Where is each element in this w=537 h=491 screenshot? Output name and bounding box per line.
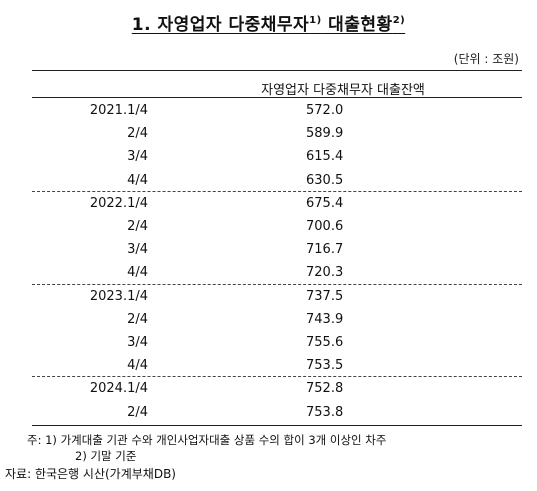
- unit-label: (단위 : 조원): [453, 52, 519, 66]
- group-separator: [32, 283, 522, 285]
- period-cell: 3/4: [127, 149, 148, 165]
- value-cell: 615.4: [306, 149, 344, 165]
- table-row: 2/4 743.9: [0, 308, 537, 331]
- title-main: 1. 자영업자 다중채무자: [131, 15, 310, 35]
- period-cell: 4/4: [127, 172, 148, 188]
- period-cell: 2/4: [127, 404, 148, 420]
- period-cell: 4/4: [127, 358, 148, 374]
- header-bottom-rule: [32, 97, 522, 98]
- table-row: 4/4 630.5: [0, 169, 537, 192]
- period-cell: 4/4: [127, 265, 148, 281]
- period-cell: 2/4: [127, 219, 148, 234]
- period-cell: 2021.1/4: [89, 103, 148, 118]
- value-cell: 716.7: [306, 242, 344, 258]
- value-cell: 743.9: [306, 311, 344, 327]
- table-row: 2022.1/4 675.4: [0, 192, 537, 215]
- page-title: 1. 자영업자 다중채무자1) 대출현황2): [0, 10, 537, 35]
- value-cell: 753.5: [306, 358, 344, 374]
- group-separator: [32, 190, 522, 192]
- value-cell: 737.5: [306, 288, 344, 304]
- table-row: 2024.1/4 752.8: [0, 377, 537, 400]
- value-cell: 589.9: [306, 126, 344, 142]
- table-row: 2023.1/4 737.5: [0, 285, 537, 308]
- value-cell: 755.6: [306, 335, 344, 350]
- period-cell: 2/4: [127, 126, 148, 142]
- table-row: 2/4 753.8: [0, 401, 537, 424]
- table-row: 4/4 753.5: [0, 354, 537, 377]
- table-row: 2/4 700.6: [0, 215, 537, 238]
- table-row: 3/4 716.7: [0, 238, 537, 261]
- period-cell: 2/4: [127, 311, 148, 327]
- value-cell: 753.8: [306, 404, 344, 420]
- value-cell: 572.0: [306, 103, 344, 118]
- value-cell: 720.3: [306, 265, 344, 281]
- group-separator: [32, 376, 522, 378]
- column-header: 자영업자 다중채무자 대출잔액: [261, 83, 425, 98]
- footnote-2: 2) 기말 기준: [75, 449, 137, 463]
- table-row: 3/4 755.6: [0, 331, 537, 354]
- table-bottom-rule: [32, 425, 522, 426]
- table-row: 2/4 589.9: [0, 122, 537, 145]
- period-cell: 2023.1/4: [89, 288, 148, 304]
- table-row: 2021.1/4 572.0: [0, 99, 537, 122]
- title-footnote-2: 2): [392, 15, 406, 26]
- period-cell: 3/4: [127, 335, 148, 350]
- period-cell: 2024.1/4: [89, 381, 148, 397]
- period-cell: 3/4: [127, 242, 148, 258]
- value-cell: 675.4: [306, 195, 344, 211]
- footnote-1: 주: 1) 가계대출 기관 수와 개인사업자대출 상품 수의 합이 3개 이상인…: [27, 433, 387, 447]
- table-row: 3/4 615.4: [0, 145, 537, 168]
- period-cell: 2022.1/4: [89, 195, 148, 211]
- title-suffix: 대출현황: [321, 15, 393, 35]
- value-cell: 752.8: [306, 381, 344, 397]
- title-footnote-1: 1): [309, 15, 322, 26]
- value-cell: 700.6: [306, 219, 344, 234]
- source-note: 자료: 한국은행 시산(가계부채DB): [5, 467, 176, 481]
- table-row: 4/4 720.3: [0, 261, 537, 284]
- table-top-rule: [32, 70, 522, 71]
- value-cell: 630.5: [306, 172, 344, 188]
